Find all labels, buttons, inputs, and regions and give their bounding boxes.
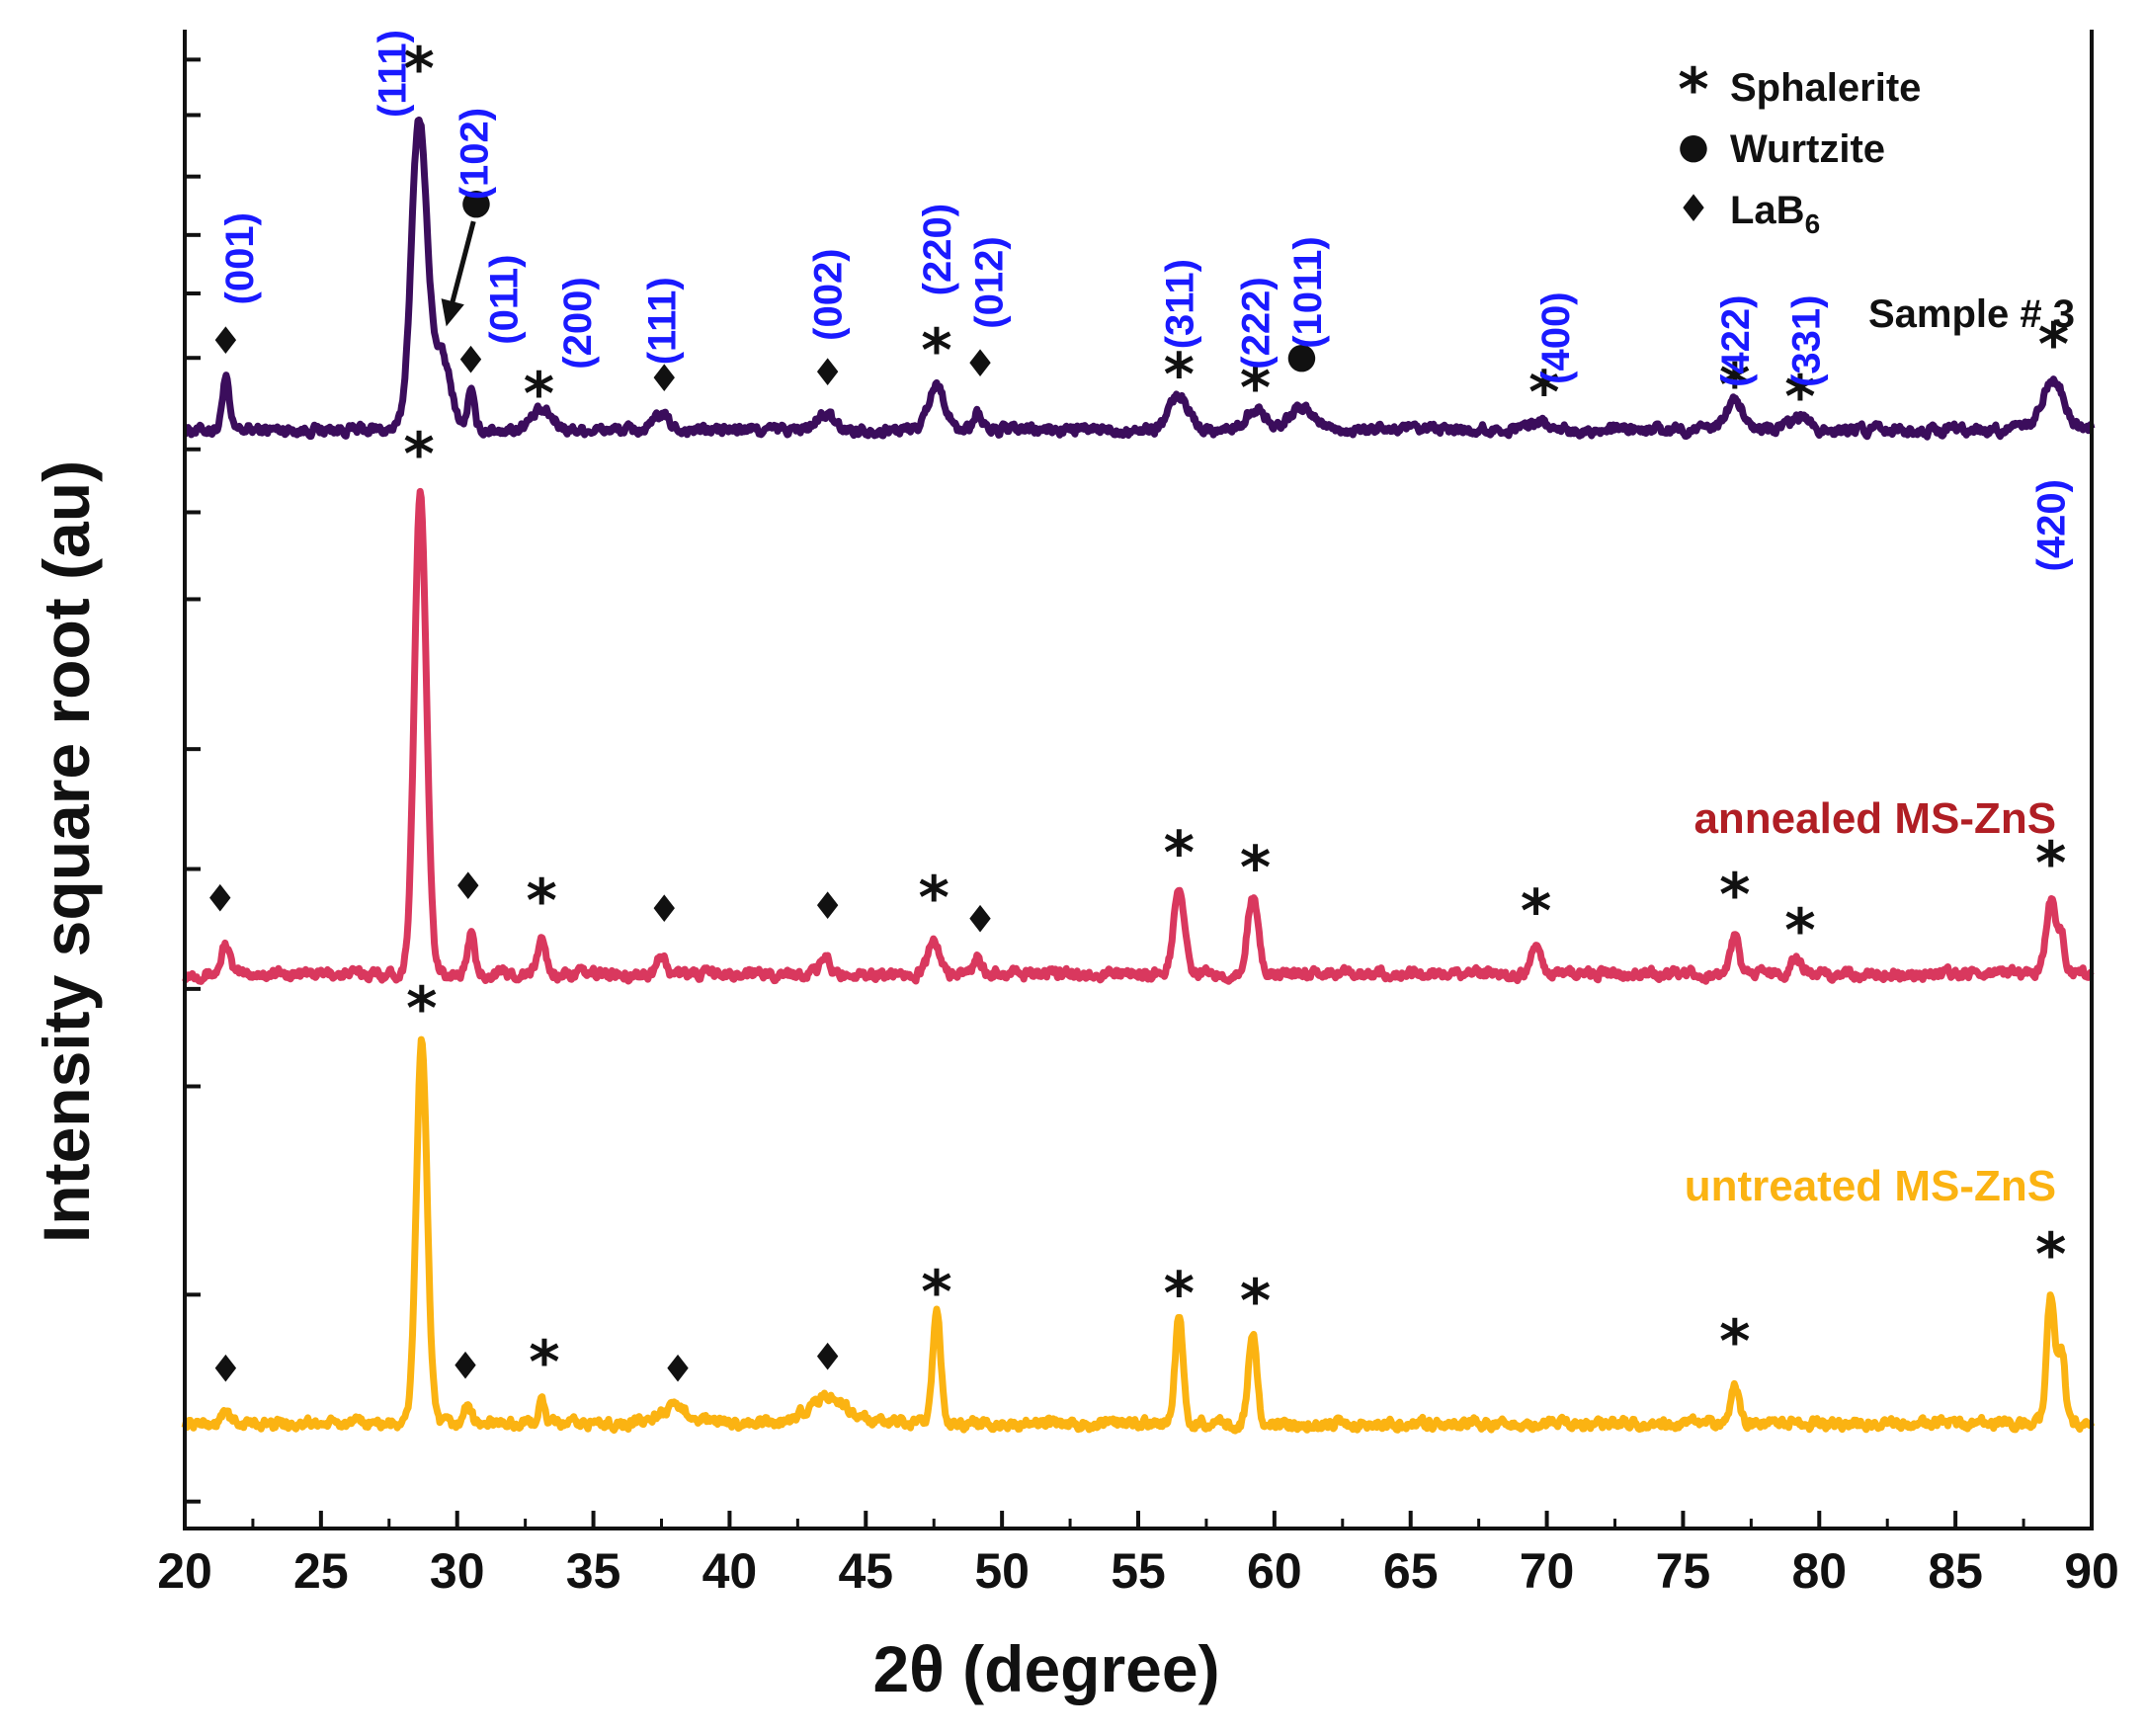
sphalerite-star-marker: * [406,974,437,1043]
x-tick-label: 50 [974,1543,1030,1599]
x-tick-label: 85 [1928,1543,1983,1599]
sphalerite-star-marker: * [526,867,556,936]
miller-index-label: (1011) [1286,236,1330,348]
miller-index-label: (422) [1714,295,1758,387]
x-tick-label: 45 [838,1543,893,1599]
series-line-untreated-ms-zns [181,1035,2096,1435]
miller-index-label: (012) [967,236,1011,328]
sample-3-label: Sample # 3 [1868,292,2075,336]
lab6-diamond-marker: ♦ [647,357,681,400]
x-tick-label: 40 [702,1543,758,1599]
legend-lab6-label: LaB6 [1730,189,1820,239]
sphalerite-star-marker: * [524,360,554,429]
lab6-diamond-marker: ♦ [811,884,845,928]
legend-sphalerite-label: Sphalerite [1730,66,1921,110]
legend: * Sphalerite ● Wurtzite ♦ LaB6 [1677,55,1921,239]
sphalerite-star-marker: * [919,864,950,933]
miller-index-label: (400) [1534,291,1578,383]
miller-index-label: (420) [2030,479,2074,571]
miller-index-label: (311) [1158,259,1201,349]
sphalerite-star-marker: * [1240,354,1271,423]
marker-layer: ♦ * ● ♦ * ♦ ♦ * ♦ * * ● * * * * * ♦ ♦ * ♦ ♦ * ♦ * * * * * * * ♦ ♦ * ♦ ♦ * * * *… [204,35,2069,1397]
lab6-diamond-marker: ♦ [963,898,997,942]
sphalerite-star-marker: * [1719,1307,1750,1376]
lab6-diamond-marker: ♦ [811,351,845,394]
lab6-diamond-marker: ♦ [811,1336,845,1379]
legend-lab6-diamond-icon: ♦ [1677,187,1710,230]
x-tick-label: 25 [293,1543,349,1599]
miller-index-label: (331) [1785,295,1829,387]
sphalerite-star-marker: * [2035,1220,2066,1289]
legend-lab6-subscript: 6 [1805,208,1821,239]
x-tick-label: 55 [1111,1543,1166,1599]
lab6-diamond-marker: ♦ [208,1348,242,1391]
sphalerite-star-marker: * [2038,310,2069,379]
x-tick-label: 90 [2064,1543,2119,1599]
miller-index-label: (102) [453,108,496,200]
lab6-diamond-marker: ♦ [208,319,242,363]
wurtzite-arrow-shaft [448,220,476,311]
miller-layer: (001) (111) (102) (011) (200) (111) (002) (220)… [218,30,2074,1210]
x-tick-label: 35 [566,1543,621,1599]
miller-index-label: (111) [641,277,685,365]
wurtzite-dot-marker: ● [1286,336,1317,376]
miller-index-label: (002) [807,248,851,340]
sphalerite-star-marker: * [403,35,434,104]
lab6-diamond-marker: ♦ [661,1348,695,1391]
sphalerite-star-marker: * [403,420,434,489]
lab6-diamond-marker: ♦ [963,342,997,385]
x-tick-label: 20 [157,1543,212,1599]
miller-index-label: (222) [1235,277,1279,369]
sphalerite-star-marker: * [1784,363,1815,432]
lab6-diamond-marker: ♦ [647,887,681,931]
sphalerite-star-marker: * [2035,829,2066,898]
sphalerite-star-marker: * [529,1328,559,1397]
sphalerite-star-marker: * [1784,896,1815,965]
miller-index-label: (220) [916,204,959,295]
sphalerite-star-marker: * [1240,833,1271,902]
sphalerite-star-marker: * [1240,1267,1271,1336]
sphalerite-star-marker: * [1719,351,1750,420]
lab6-diamond-marker: ♦ [204,876,237,920]
x-tick-label: 60 [1247,1543,1302,1599]
x-tick-label: 65 [1383,1543,1439,1599]
legend-wurtzite-dot-icon: ● [1678,126,1708,167]
sphalerite-star-marker: * [1164,1259,1195,1328]
wurtzite-dot-marker: ● [460,182,491,222]
lab6-diamond-marker: ♦ [454,339,487,382]
x-tick-label: 75 [1656,1543,1711,1599]
x-axis-title: 2θ (degree) [872,1632,1219,1705]
x-tick-label: 80 [1791,1543,1847,1599]
sphalerite-star-marker: * [1164,340,1195,409]
sphalerite-star-marker: * [1521,876,1551,946]
x-tick-label: 30 [430,1543,485,1599]
series-label-text: annealed MS-ZnS [1693,794,2056,843]
sphalerite-star-marker: * [1719,861,1750,930]
x-tick-label: 70 [1520,1543,1575,1599]
miller-index-label: (011) [483,255,527,345]
axis-layer: 20 25 30 35 40 45 50 55 60 65 70 75 80 85 90 [157,30,2119,1599]
legend-sphalerite-star-icon: * [1678,55,1708,124]
lab6-diamond-marker: ♦ [452,865,485,908]
miller-index-label: (200) [556,277,600,369]
y-axis-title: Intensity square root (au) [30,460,103,1243]
series-line-annealed-ms-zns [182,487,2095,985]
miller-index-label: (111) [372,30,415,118]
lab6-diamond-marker: ♦ [449,1345,482,1388]
series-line-sample-3 [182,116,2096,441]
wurtzite-arrow-head [441,298,464,327]
sphalerite-star-marker: * [921,316,951,385]
sphalerite-star-marker: * [1164,818,1195,887]
sphalerite-star-marker: * [1528,359,1559,428]
legend-wurtzite-label: Wurtzite [1730,127,1885,171]
series-label-text: untreated MS-ZnS [1685,1162,2056,1210]
series-layer [181,116,2096,1435]
legend-lab6-main: LaB [1730,189,1805,232]
miller-index-label: (001) [218,212,262,304]
sphalerite-star-marker: * [921,1258,951,1327]
